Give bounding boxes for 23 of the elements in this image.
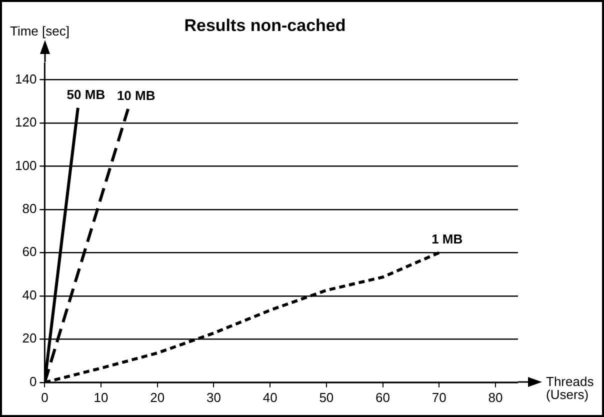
y-tick-label: 0 xyxy=(29,374,37,389)
y-tick-label: 60 xyxy=(22,244,37,260)
y-tick-label: 100 xyxy=(14,158,37,173)
x-tick-label: 60 xyxy=(376,390,390,405)
x-tick-label: 30 xyxy=(206,390,221,405)
x-tick-label: 50 xyxy=(319,390,334,405)
x-tick-label: 10 xyxy=(94,390,108,405)
x-tick-label: 40 xyxy=(262,390,278,405)
y-axis-title: Time [sec] xyxy=(10,23,70,38)
y-tick-label: 20 xyxy=(22,330,37,346)
x-tick-label: 20 xyxy=(150,390,165,405)
chart-title: Results non-cached xyxy=(184,16,346,35)
y-tick-label: 80 xyxy=(22,201,37,216)
x-tick-label: 0 xyxy=(41,390,48,405)
y-tick-label: 120 xyxy=(14,114,37,130)
series-label: 50 MB xyxy=(66,86,106,102)
y-tick-label: 40 xyxy=(22,287,37,302)
series-label: 10 MB xyxy=(116,88,156,103)
series-label: 1 MB xyxy=(432,232,463,247)
x-axis-title: Threads (Users) xyxy=(546,374,594,402)
y-tick-label: 140 xyxy=(14,71,37,86)
x-tick-label: 80 xyxy=(488,390,503,405)
x-tick-label: 70 xyxy=(432,390,446,405)
